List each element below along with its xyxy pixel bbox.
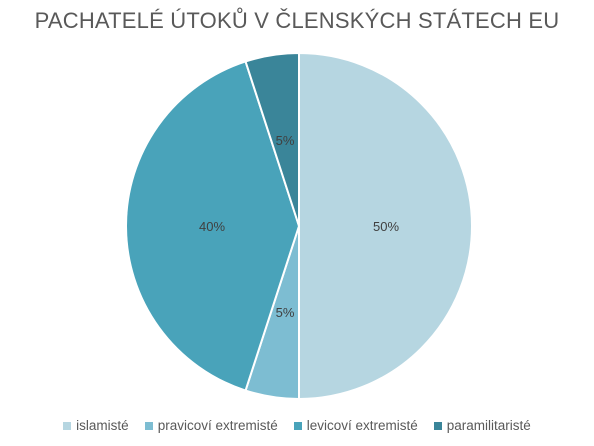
pie-slice <box>298 52 473 400</box>
pie-slice <box>125 60 300 392</box>
legend-swatch <box>144 421 153 430</box>
legend-item-pravicovi-extremiste: pravicoví extremisté <box>144 418 278 433</box>
pie-slices <box>125 52 473 400</box>
slice-label: 5% <box>276 305 295 320</box>
legend-item-islamiste: islamisté <box>63 418 129 433</box>
legend-label: levicoví extremisté <box>306 418 418 433</box>
pie-labels: 50% 5% 40% 5% <box>199 133 399 320</box>
legend-swatch <box>433 421 442 430</box>
legend-item-paramilitariste: paramilitaristé <box>433 418 531 433</box>
chart-title: PACHATELÉ ÚTOKŮ V ČLENSKÝCH STÁTECH EU <box>34 8 560 33</box>
legend-label: pravicoví extremisté <box>157 418 278 433</box>
pie-slice <box>244 52 300 227</box>
slice-label: 50% <box>373 219 399 234</box>
slice-label: 40% <box>199 219 225 234</box>
legend-swatch <box>293 421 302 430</box>
legend-label: paramilitaristé <box>446 418 531 433</box>
legend: islamisté pravicoví extremisté levicoví … <box>0 418 594 433</box>
legend-swatch <box>63 421 72 430</box>
slice-label: 5% <box>276 133 295 148</box>
legend-label: islamisté <box>76 418 129 433</box>
legend-item-levicovi-extremiste: levicoví extremisté <box>293 418 418 433</box>
